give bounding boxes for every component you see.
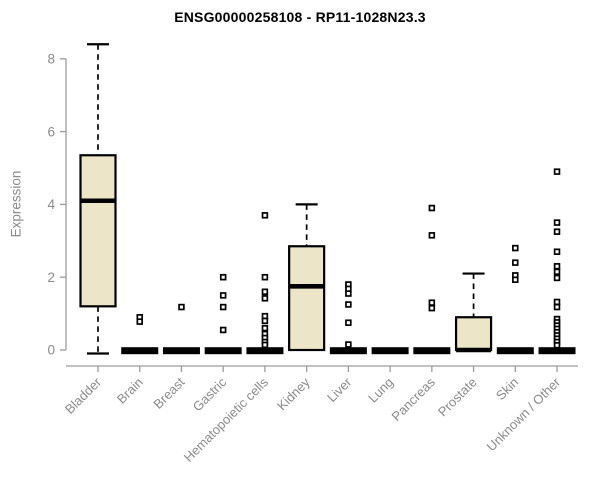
- x-category-label: Prostate: [435, 375, 480, 420]
- flat-box: [496, 347, 534, 355]
- outlier-point: [553, 219, 561, 226]
- outlier-point: [178, 303, 185, 311]
- outlier-point: [219, 273, 227, 281]
- outlier-point: [428, 299, 436, 306]
- outlier-point: [261, 317, 269, 325]
- y-tick-label: 4: [47, 197, 55, 212]
- box: [288, 245, 326, 352]
- outlier-point: [345, 341, 352, 348]
- outlier-point: [512, 259, 519, 266]
- outlier-point: [553, 274, 561, 282]
- y-tick-label: 6: [47, 124, 55, 139]
- x-category-label: Breast: [150, 374, 187, 411]
- outlier-point: [219, 326, 227, 334]
- outlier-point: [345, 290, 352, 297]
- outlier-point: [553, 342, 561, 349]
- outlier-point: [261, 273, 269, 281]
- x-category-label: Skin: [493, 375, 521, 403]
- x-category-label: Brain: [114, 375, 146, 407]
- x-category-label: Lung: [365, 375, 396, 406]
- outlier-point: [553, 228, 561, 235]
- outlier-point: [553, 168, 561, 175]
- flat-box: [371, 347, 409, 355]
- flat-box: [329, 347, 367, 355]
- outlier-point: [553, 303, 561, 311]
- outlier-point: [553, 298, 561, 306]
- y-tick-label: 0: [47, 343, 55, 358]
- flat-box: [413, 347, 451, 355]
- outlier-point: [345, 319, 352, 326]
- x-category-label: Liver: [324, 374, 355, 405]
- outlier-point: [512, 276, 519, 283]
- x-category-label: Kidney: [274, 374, 313, 413]
- chart-title: ENSG00000258108 - RP11-1028N23.3: [174, 9, 426, 25]
- flat-box: [246, 347, 284, 355]
- x-category-label: Bladder: [62, 374, 105, 417]
- outlier-point: [219, 292, 227, 299]
- outlier-point: [553, 248, 561, 255]
- x-category-label: Gastric: [190, 374, 230, 414]
- y-tick-label: 2: [47, 270, 55, 285]
- outlier-point: [261, 295, 269, 302]
- outlier-point: [261, 324, 269, 332]
- outlier-point: [261, 212, 269, 219]
- y-tick-label: 8: [47, 52, 55, 67]
- flat-box: [162, 347, 200, 355]
- outlier-point: [261, 341, 269, 349]
- outlier-point: [219, 303, 227, 311]
- box: [79, 154, 117, 308]
- box: [454, 316, 493, 352]
- x-category-label: Pancreas: [389, 374, 439, 424]
- flat-box: [121, 347, 159, 355]
- flat-box: [538, 347, 576, 355]
- x-category-label: Unknown / Other: [484, 374, 564, 454]
- outlier-point: [345, 301, 352, 308]
- outlier-point: [553, 268, 561, 275]
- outlier-point: [428, 304, 436, 312]
- outlier-point: [261, 288, 269, 296]
- outlier-point: [428, 204, 436, 212]
- flat-box: [204, 347, 242, 355]
- outlier-point: [428, 232, 436, 239]
- outlier-point: [512, 244, 519, 252]
- outlier-point: [553, 263, 561, 270]
- outlier-point: [136, 318, 143, 325]
